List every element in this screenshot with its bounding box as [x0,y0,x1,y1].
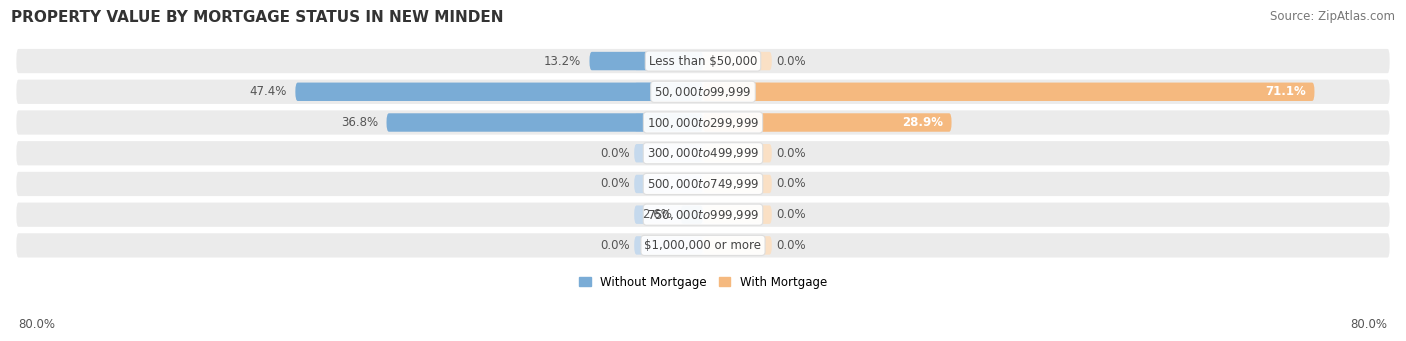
FancyBboxPatch shape [703,113,772,132]
FancyBboxPatch shape [634,83,703,101]
FancyBboxPatch shape [703,144,772,162]
FancyBboxPatch shape [387,113,703,132]
FancyBboxPatch shape [634,236,703,255]
Text: $100,000 to $299,999: $100,000 to $299,999 [647,116,759,130]
FancyBboxPatch shape [703,83,772,101]
FancyBboxPatch shape [15,47,1391,75]
FancyBboxPatch shape [703,206,772,224]
FancyBboxPatch shape [15,232,1391,259]
Text: $750,000 to $999,999: $750,000 to $999,999 [647,208,759,222]
FancyBboxPatch shape [703,236,772,255]
Text: 80.0%: 80.0% [18,318,55,331]
Text: 36.8%: 36.8% [340,116,378,129]
Text: $1,000,000 or more: $1,000,000 or more [644,239,762,252]
FancyBboxPatch shape [681,206,703,224]
FancyBboxPatch shape [589,52,703,70]
Text: 0.0%: 0.0% [776,208,806,221]
Text: Less than $50,000: Less than $50,000 [648,55,758,68]
Text: 28.9%: 28.9% [901,116,943,129]
Text: 0.0%: 0.0% [600,239,630,252]
Text: 71.1%: 71.1% [1265,85,1306,98]
FancyBboxPatch shape [703,52,772,70]
FancyBboxPatch shape [703,83,1315,101]
FancyBboxPatch shape [634,52,703,70]
Text: 0.0%: 0.0% [600,147,630,160]
Text: $500,000 to $749,999: $500,000 to $749,999 [647,177,759,191]
Text: $300,000 to $499,999: $300,000 to $499,999 [647,146,759,160]
FancyBboxPatch shape [703,175,772,193]
Text: 0.0%: 0.0% [776,147,806,160]
FancyBboxPatch shape [634,113,703,132]
Legend: Without Mortgage, With Mortgage: Without Mortgage, With Mortgage [574,271,832,294]
Text: 80.0%: 80.0% [1351,318,1388,331]
Text: 0.0%: 0.0% [600,177,630,191]
FancyBboxPatch shape [703,113,952,132]
FancyBboxPatch shape [634,206,703,224]
Text: 2.6%: 2.6% [643,208,672,221]
FancyBboxPatch shape [15,140,1391,167]
FancyBboxPatch shape [634,144,703,162]
Text: $50,000 to $99,999: $50,000 to $99,999 [654,85,752,99]
FancyBboxPatch shape [15,78,1391,105]
FancyBboxPatch shape [15,201,1391,228]
Text: 0.0%: 0.0% [776,239,806,252]
FancyBboxPatch shape [15,109,1391,136]
FancyBboxPatch shape [634,175,703,193]
Text: 0.0%: 0.0% [776,55,806,68]
FancyBboxPatch shape [15,170,1391,197]
Text: Source: ZipAtlas.com: Source: ZipAtlas.com [1270,10,1395,23]
Text: 47.4%: 47.4% [249,85,287,98]
Text: PROPERTY VALUE BY MORTGAGE STATUS IN NEW MINDEN: PROPERTY VALUE BY MORTGAGE STATUS IN NEW… [11,10,503,25]
Text: 13.2%: 13.2% [544,55,581,68]
Text: 0.0%: 0.0% [776,177,806,191]
FancyBboxPatch shape [295,83,703,101]
